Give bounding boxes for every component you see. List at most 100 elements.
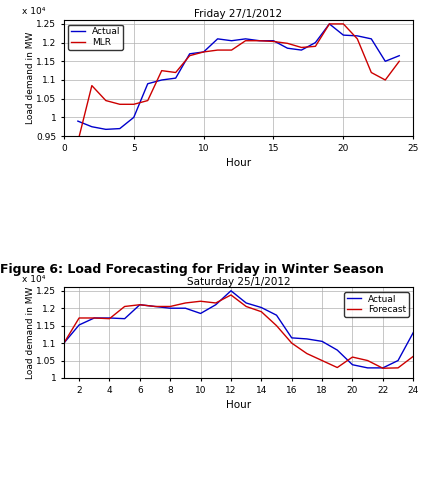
MLR <box>271 38 276 44</box>
MLR <box>243 38 248 44</box>
Actual <box>259 304 264 310</box>
Actual <box>187 51 192 57</box>
Forecast <box>304 351 309 357</box>
Actual <box>153 303 158 309</box>
Forecast <box>395 365 400 371</box>
MLR <box>201 49 206 55</box>
Actual <box>122 316 127 322</box>
MLR <box>103 98 108 104</box>
Actual <box>168 305 173 311</box>
Forecast <box>274 323 279 329</box>
MLR <box>229 47 234 53</box>
MLR <box>327 21 332 27</box>
Actual <box>107 315 112 321</box>
Actual <box>335 347 340 353</box>
Actual <box>383 58 388 65</box>
Actual <box>173 75 178 81</box>
Actual <box>229 38 234 44</box>
Actual <box>159 77 164 83</box>
Forecast <box>137 302 142 308</box>
Actual <box>243 36 248 42</box>
MLR <box>75 139 81 145</box>
MLR <box>215 47 220 53</box>
Actual <box>289 335 294 341</box>
Forecast <box>350 354 355 360</box>
Text: x 10⁴: x 10⁴ <box>22 7 45 16</box>
Actual <box>117 125 122 132</box>
Actual <box>350 362 355 368</box>
Actual <box>228 288 233 294</box>
Forecast <box>244 303 249 309</box>
Actual <box>395 357 400 363</box>
Actual <box>411 330 416 336</box>
Actual <box>369 36 374 42</box>
MLR <box>131 101 136 107</box>
Forecast <box>122 303 127 309</box>
Actual <box>198 310 203 317</box>
Actual <box>380 365 386 371</box>
Actual <box>183 305 188 311</box>
MLR <box>355 36 360 42</box>
MLR <box>159 68 164 74</box>
Y-axis label: Load demand in MW: Load demand in MW <box>26 32 35 124</box>
Actual <box>285 45 290 51</box>
MLR <box>187 52 192 58</box>
Line: Actual: Actual <box>64 291 413 368</box>
Forecast <box>107 316 112 322</box>
MLR <box>299 44 304 50</box>
Legend: Actual, MLR: Actual, MLR <box>69 25 123 50</box>
Forecast <box>198 298 203 304</box>
Actual <box>313 40 318 46</box>
Forecast <box>289 340 294 346</box>
Actual <box>131 114 136 120</box>
Actual <box>304 336 309 342</box>
MLR <box>145 98 150 104</box>
Forecast <box>168 303 173 309</box>
Forecast <box>61 340 66 346</box>
Text: x 10⁴: x 10⁴ <box>22 275 45 284</box>
Forecast <box>411 353 416 359</box>
Forecast <box>153 303 158 309</box>
Title: Friday 27/1/2012: Friday 27/1/2012 <box>195 10 282 19</box>
Text: Figure 6: Load Forecasting for Friday in Winter Season: Figure 6: Load Forecasting for Friday in… <box>0 263 384 276</box>
Actual <box>213 302 219 308</box>
Actual <box>299 47 304 53</box>
MLR <box>341 21 346 27</box>
Actual <box>92 315 97 321</box>
MLR <box>89 83 95 89</box>
Line: Actual: Actual <box>78 24 399 130</box>
Actual <box>341 32 346 38</box>
Forecast <box>365 357 370 363</box>
Forecast <box>77 315 82 321</box>
X-axis label: Hour: Hour <box>226 400 251 410</box>
Actual <box>397 52 402 58</box>
Forecast <box>92 315 97 321</box>
Legend: Actual, Forecast: Actual, Forecast <box>344 292 409 317</box>
Actual <box>244 300 249 306</box>
MLR <box>369 70 374 76</box>
Forecast <box>213 300 219 306</box>
Forecast <box>335 364 340 370</box>
Actual <box>257 38 262 44</box>
Forecast <box>380 365 386 371</box>
Actual <box>145 81 150 87</box>
Actual <box>274 312 279 318</box>
MLR <box>173 70 178 76</box>
Actual <box>271 38 276 44</box>
Title: Saturday 25/1/2012: Saturday 25/1/2012 <box>187 277 291 286</box>
Actual <box>320 338 325 344</box>
Y-axis label: Load demand in MW: Load demand in MW <box>26 286 35 379</box>
Actual <box>77 322 82 328</box>
Actual <box>75 118 81 124</box>
Actual <box>89 123 95 130</box>
MLR <box>285 40 290 46</box>
MLR <box>313 43 318 49</box>
MLR <box>257 38 262 44</box>
Line: MLR: MLR <box>78 24 399 142</box>
Actual <box>355 33 360 39</box>
MLR <box>117 101 122 107</box>
Actual <box>215 36 220 42</box>
Actual <box>61 340 66 346</box>
MLR <box>397 58 402 65</box>
Actual <box>365 365 370 371</box>
